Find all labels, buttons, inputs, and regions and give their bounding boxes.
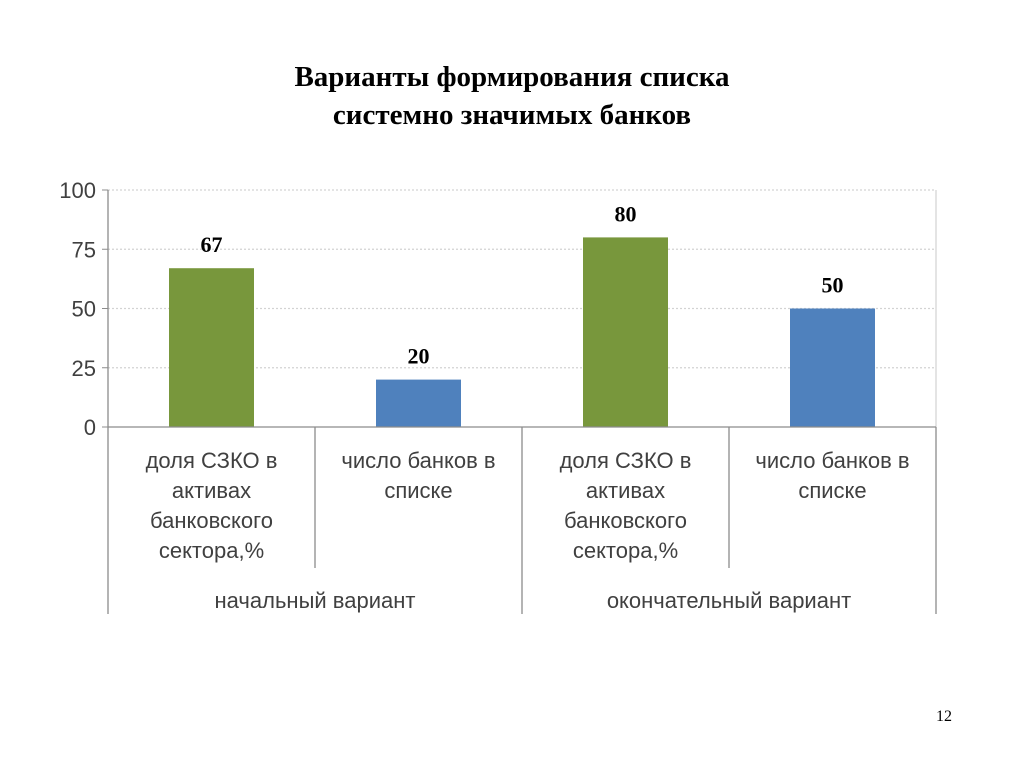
y-tick-label: 25 <box>72 356 96 381</box>
title-line-2: системно значимых банков <box>332 99 692 131</box>
data-label: 50 <box>822 273 844 298</box>
chart-title: Варианты формирования списка системно зн… <box>0 58 1024 134</box>
x-category-label: число банков в списке <box>755 448 909 503</box>
x-category-label: число банков в списке <box>341 448 495 503</box>
title-line-1: Варианты формирования списка <box>294 61 730 93</box>
x-group-label: окончательный вариант <box>607 588 851 613</box>
data-label: 80 <box>615 201 637 226</box>
x-category-label: доля СЗКО в активах банковского сектора,% <box>146 448 278 563</box>
bar <box>169 268 254 427</box>
bar <box>583 237 668 427</box>
y-tick-label: 50 <box>72 297 96 322</box>
y-tick-label: 75 <box>72 237 96 262</box>
x-category-label: доля СЗКО в активах банковского сектора,% <box>560 448 692 563</box>
page-number: 12 <box>936 708 952 725</box>
bar <box>376 379 461 427</box>
data-label: 20 <box>408 344 430 369</box>
bar <box>790 308 875 427</box>
data-label: 67 <box>201 232 223 257</box>
x-group-label: начальный вариант <box>215 588 416 613</box>
y-tick-label: 100 <box>59 178 96 203</box>
y-tick-label: 0 <box>84 415 96 440</box>
